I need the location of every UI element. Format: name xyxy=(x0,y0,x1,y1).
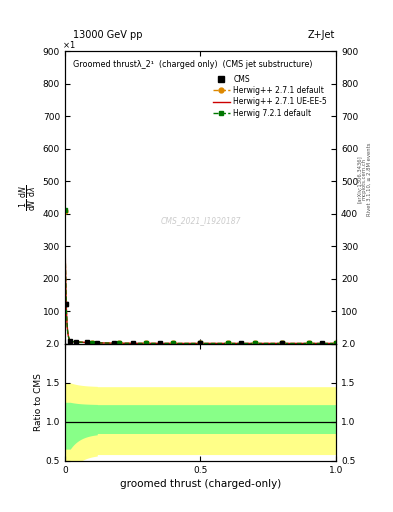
Text: Z+Jet: Z+Jet xyxy=(307,30,335,40)
Text: $\times$1: $\times$1 xyxy=(62,39,76,50)
Text: 13000 GeV pp: 13000 GeV pp xyxy=(73,30,142,40)
Y-axis label: $\frac{1}{\mathrm{d}N}\,\frac{\mathrm{d}N}{\mathrm{d}\lambda}$: $\frac{1}{\mathrm{d}N}\,\frac{\mathrm{d}… xyxy=(17,184,39,211)
Text: CMS_2021_I1920187: CMS_2021_I1920187 xyxy=(160,217,241,225)
Text: Rivet 3.1.10, ≥ 2.8M events: Rivet 3.1.10, ≥ 2.8M events xyxy=(367,142,372,216)
X-axis label: groomed thrust (charged-only): groomed thrust (charged-only) xyxy=(120,479,281,489)
Text: mcplots.cern.ch: mcplots.cern.ch xyxy=(362,158,367,200)
Text: [arXiv:1306.3436]: [arXiv:1306.3436] xyxy=(357,155,362,203)
Text: Groomed thrustλ_2¹  (charged only)  (CMS jet substructure): Groomed thrustλ_2¹ (charged only) (CMS j… xyxy=(73,60,312,69)
Legend: CMS, Herwig++ 2.7.1 default, Herwig++ 2.7.1 UE-EE-5, Herwig 7.2.1 default: CMS, Herwig++ 2.7.1 default, Herwig++ 2.… xyxy=(211,73,329,120)
Y-axis label: Ratio to CMS: Ratio to CMS xyxy=(34,373,43,431)
